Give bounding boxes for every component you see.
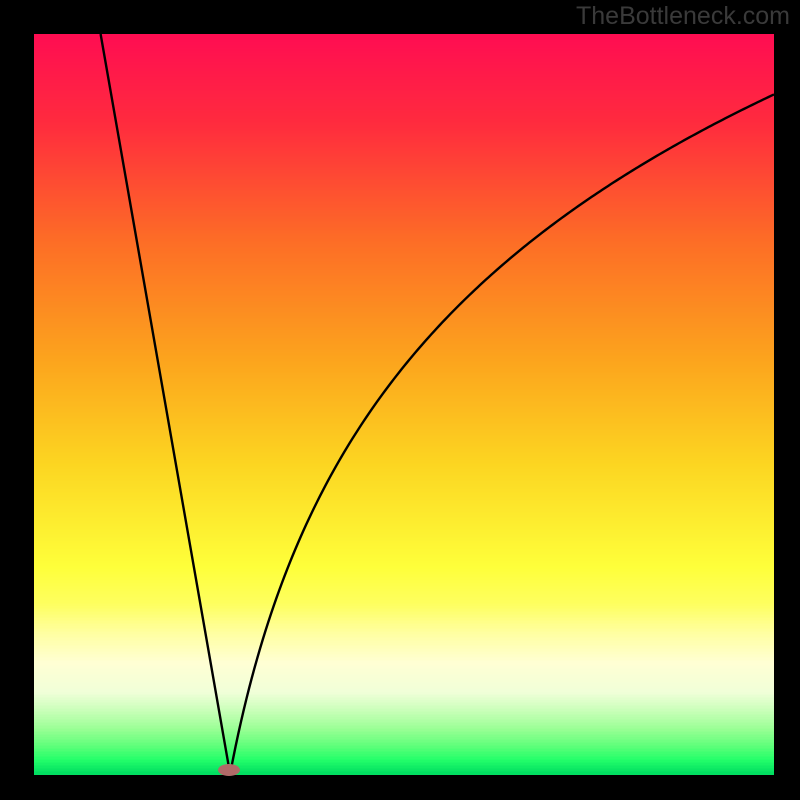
- chart-container: TheBottleneck.com: [0, 0, 800, 800]
- watermark-text: TheBottleneck.com: [576, 2, 790, 31]
- plot-area: [34, 34, 774, 774]
- optimum-marker: [218, 764, 240, 776]
- bottleneck-curve: [101, 34, 774, 774]
- curve-layer: [34, 34, 774, 774]
